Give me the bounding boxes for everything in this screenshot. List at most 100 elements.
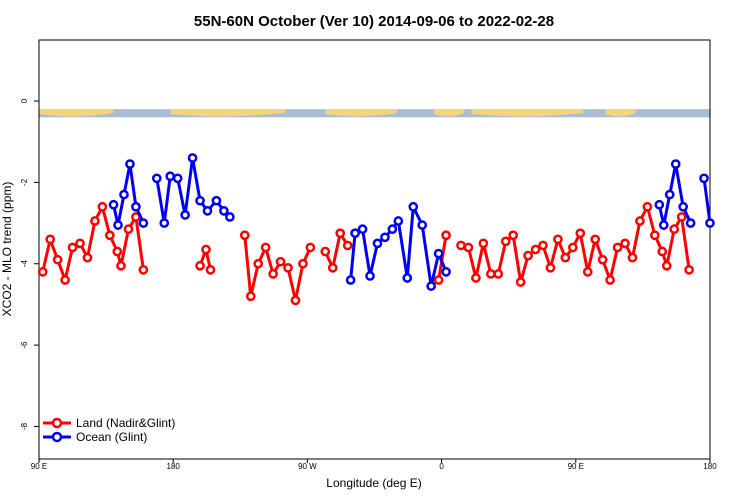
- data-point: [380, 232, 390, 243]
- data-point: [82, 252, 93, 263]
- data-point: [478, 238, 489, 249]
- data-point: [664, 189, 675, 200]
- data-point: [670, 159, 681, 169]
- land-strip-band: [39, 109, 636, 117]
- y-tick-label: -2: [20, 178, 29, 186]
- data-point: [116, 260, 126, 271]
- data-point: [202, 206, 213, 216]
- data-point: [180, 210, 190, 220]
- data-point: [239, 230, 250, 241]
- data-point: [172, 173, 183, 184]
- data-point: [290, 295, 301, 306]
- data-point: [45, 234, 56, 245]
- data-point: [67, 242, 78, 253]
- x-tick-label: 90 W: [298, 462, 317, 471]
- data-point: [661, 260, 672, 271]
- data-point: [275, 256, 286, 267]
- data-point: [705, 218, 715, 228]
- x-tick-label: 0: [439, 462, 444, 471]
- data-point: [327, 262, 338, 273]
- data-point: [597, 254, 608, 265]
- data-point: [426, 281, 437, 291]
- data-point: [283, 262, 293, 273]
- data-point: [657, 246, 668, 257]
- data-point: [113, 220, 123, 230]
- data-point: [575, 228, 586, 239]
- data-point: [649, 230, 660, 241]
- data-point: [195, 195, 205, 206]
- data-point: [493, 269, 504, 279]
- data-point: [441, 267, 451, 277]
- data-point: [627, 252, 638, 263]
- data-point: [345, 275, 356, 285]
- data-point: [699, 173, 709, 184]
- data-point: [471, 273, 481, 283]
- data-point: [159, 218, 170, 228]
- series-line: [702, 178, 712, 224]
- data-point: [37, 267, 48, 277]
- x-axis: 90 E 180 90 W 0 90 E 180: [31, 459, 717, 471]
- data-point: [372, 238, 383, 249]
- y-tick-label: -4: [20, 260, 29, 268]
- series-layer: [37, 153, 715, 306]
- data-point: [642, 201, 653, 212]
- data-point: [387, 224, 398, 235]
- data-point: [463, 242, 474, 253]
- data-point: [441, 230, 451, 241]
- data-point: [676, 212, 687, 222]
- data-point: [219, 206, 229, 216]
- data-point: [165, 171, 176, 182]
- data-point: [138, 218, 149, 228]
- data-point: [612, 242, 623, 253]
- data-point: [305, 242, 316, 253]
- data-point: [538, 240, 548, 251]
- data-point: [97, 201, 108, 212]
- data-point: [408, 201, 419, 212]
- data-point: [320, 246, 331, 257]
- series-ocean: [108, 153, 715, 291]
- data-point: [567, 242, 578, 253]
- y-axis: 0 -2 -4 -6 -8: [20, 98, 39, 430]
- series-line: [243, 235, 312, 302]
- legend-land-label: Land (Nadir&Glint): [76, 416, 175, 430]
- chart-title: 55N-60N October (Ver 10) 2014-09-06 to 2…: [194, 13, 554, 30]
- data-point: [515, 277, 526, 287]
- data-point: [335, 228, 346, 239]
- data-point: [553, 234, 563, 245]
- data-point: [119, 189, 129, 200]
- data-point: [393, 216, 404, 226]
- data-point: [590, 234, 601, 245]
- data-point: [678, 201, 689, 212]
- x-tick-label: 180: [167, 462, 181, 471]
- data-point: [500, 236, 511, 247]
- series-line: [657, 162, 692, 227]
- data-point: [658, 220, 669, 230]
- data-point: [417, 220, 428, 230]
- data-point: [125, 159, 135, 169]
- data-point: [433, 275, 444, 285]
- data-point: [684, 264, 694, 275]
- series-line: [155, 156, 231, 225]
- data-point: [685, 218, 696, 228]
- legend-land-marker: [51, 417, 63, 429]
- data-point: [605, 275, 615, 285]
- data-point: [350, 228, 360, 239]
- land-ocean-strip: [39, 109, 710, 118]
- legend-ocean-label: Ocean (Glint): [76, 430, 147, 444]
- data-point: [560, 252, 571, 263]
- data-point: [365, 271, 375, 281]
- series-line: [349, 205, 448, 288]
- y-axis-label: XCO2 - MLO trend (ppm): [0, 182, 14, 317]
- data-point: [90, 216, 100, 226]
- data-point: [402, 273, 413, 283]
- data-point: [298, 258, 308, 269]
- plot-frame: [38, 39, 711, 460]
- data-point: [108, 199, 119, 210]
- data-point: [485, 269, 496, 279]
- data-point: [195, 260, 205, 271]
- data-point: [112, 246, 123, 257]
- data-point: [635, 216, 645, 226]
- x-tick-label: 90 E: [568, 462, 584, 471]
- x-axis-label: Longitude (deg E): [326, 476, 421, 490]
